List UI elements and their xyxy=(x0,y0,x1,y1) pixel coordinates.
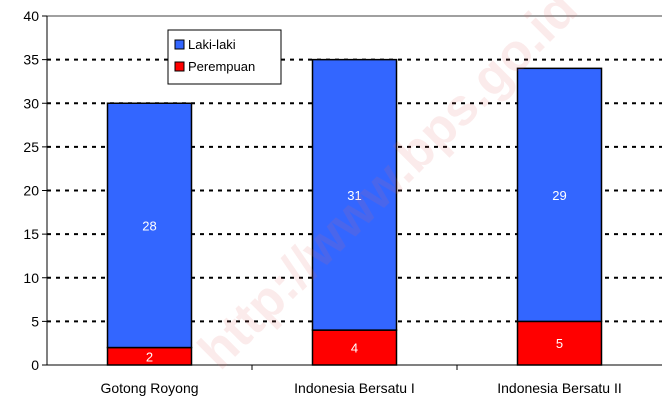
x-category-label: Gotong Royong xyxy=(100,380,198,396)
y-tick-label: 25 xyxy=(23,139,39,155)
legend-swatch xyxy=(174,39,185,50)
data-label: 4 xyxy=(351,341,358,356)
data-label: 5 xyxy=(556,336,563,351)
legend-label: Perempuan xyxy=(188,59,255,74)
y-tick-label: 5 xyxy=(31,313,39,329)
data-label: 28 xyxy=(142,218,156,233)
bars xyxy=(106,58,603,366)
legend-box xyxy=(167,29,282,85)
y-tick-label: 20 xyxy=(23,183,39,199)
y-tick-label: 35 xyxy=(23,52,39,68)
bar-perempuan xyxy=(311,329,398,366)
legend-swatch xyxy=(174,61,185,72)
bar-laki-laki xyxy=(311,58,398,331)
data-label: 31 xyxy=(347,188,361,203)
y-tick-label: 10 xyxy=(23,270,39,286)
legend: Laki-laki Perempuan xyxy=(167,29,282,85)
bar-laki-laki xyxy=(516,67,603,323)
y-tick-label: 30 xyxy=(23,95,39,111)
data-labels: 2 28 4 31 5 29 xyxy=(142,188,566,364)
y-tick-label: 0 xyxy=(31,357,39,373)
data-label: 2 xyxy=(146,349,153,364)
data-label: 29 xyxy=(552,188,566,203)
bar-perempuan xyxy=(516,320,603,366)
x-category-label: Indonesia Bersatu I xyxy=(294,380,415,396)
bar-laki-laki xyxy=(106,102,193,349)
x-category-label: Indonesia Bersatu II xyxy=(497,380,622,396)
y-tick-label: 40 xyxy=(23,8,39,24)
y-tick-label: 15 xyxy=(23,226,39,242)
legend-label: Laki-laki xyxy=(188,37,236,52)
